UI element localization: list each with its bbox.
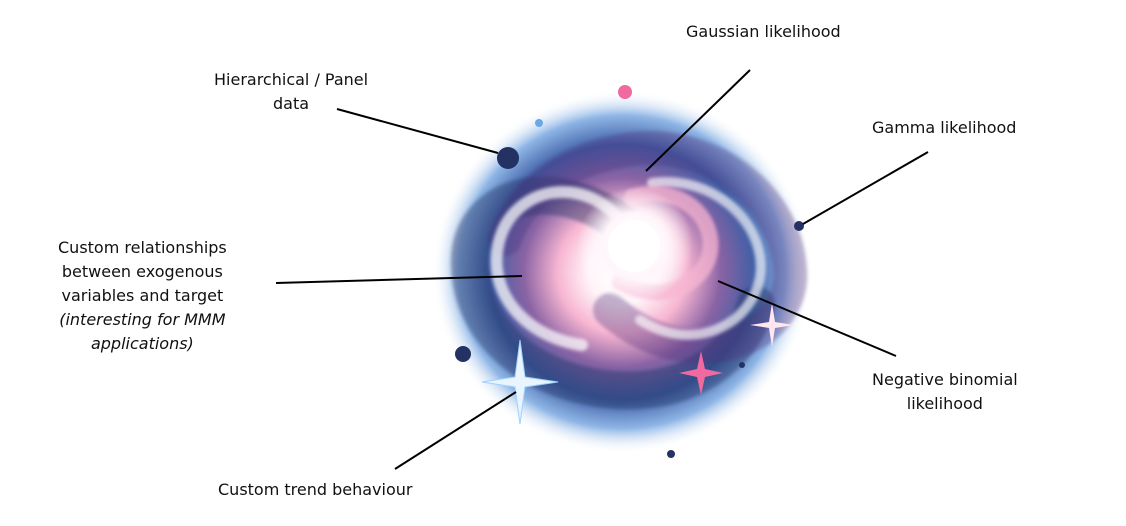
planet-dot	[455, 346, 471, 362]
sparkle-star-icon	[750, 303, 794, 347]
label-text: likelihood	[906, 394, 983, 413]
connector-line-hierarchical	[336, 108, 499, 154]
planet-dot	[794, 221, 804, 231]
connector-line-gamma	[802, 151, 929, 225]
connector-line-trend	[394, 391, 517, 470]
label-text: Custom trend behaviour	[218, 480, 413, 499]
label-text: variables and target	[61, 286, 224, 305]
label-text: Hierarchical / Panel	[214, 70, 369, 89]
planet-dot	[497, 147, 519, 169]
connector-line-custom	[275, 275, 523, 284]
label-text: Gaussian likelihood	[686, 22, 841, 41]
sparkle-star-icon	[481, 339, 559, 425]
label-custom-trend-behaviour: Custom trend behaviour	[218, 478, 412, 502]
label-text: Negative binomial	[872, 370, 1018, 389]
planet-dot	[667, 450, 675, 458]
label-hierarchical-panel-data: Hierarchical / Panel data	[214, 68, 368, 116]
label-text: data	[273, 94, 310, 113]
label-gamma-likelihood: Gamma likelihood	[872, 116, 1016, 140]
label-text: Custom relationships	[58, 238, 227, 257]
label-text: applications)	[90, 334, 194, 353]
connector-line-negbin	[717, 280, 897, 357]
label-gaussian-likelihood: Gaussian likelihood	[686, 20, 841, 44]
spiral-galaxy-icon	[432, 90, 812, 454]
sparkle-star-icon	[679, 351, 723, 395]
connector-line-gaussian	[645, 69, 751, 172]
label-custom-relationships: Custom relationships between exogenous v…	[58, 236, 227, 356]
planet-dot	[618, 85, 632, 99]
planet-dot	[739, 362, 745, 368]
label-text: Gamma likelihood	[872, 118, 1017, 137]
label-text: (interesting for MMM	[59, 310, 226, 329]
label-text: between exogenous	[61, 262, 223, 281]
label-negative-binomial-likelihood: Negative binomial likelihood	[872, 368, 1018, 416]
planet-dot	[535, 119, 543, 127]
